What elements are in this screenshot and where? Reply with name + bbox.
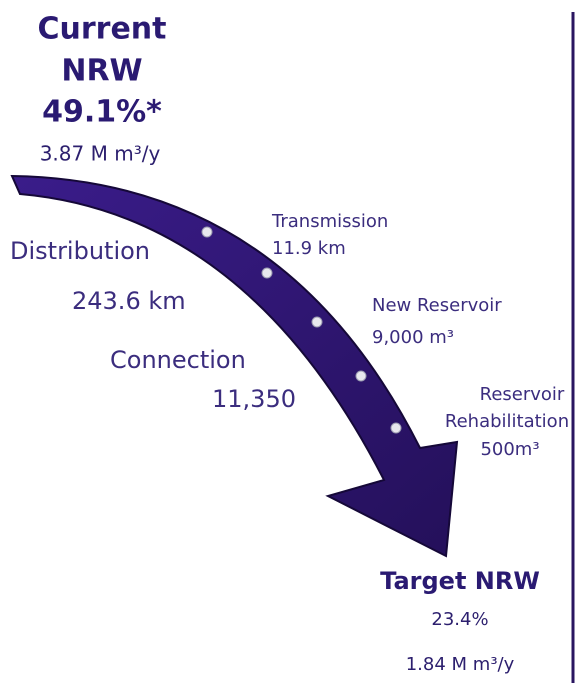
current-title: NRW [61,54,142,89]
label-name: Reservoir [480,384,565,405]
dot [202,227,212,237]
label-name: Transmission [271,211,388,232]
current-value: 49.1%* [42,95,162,130]
target-value: 23.4% [431,609,488,630]
dot [312,317,322,327]
current-title: Current [37,12,166,47]
label-value: 9,000 m³ [372,327,454,348]
target-title: Target NRW [380,567,540,595]
label-value: 11.9 km [272,238,346,259]
dot [262,268,272,278]
label-name: Connection [110,346,246,374]
dot [356,371,366,381]
label-name: Rehabilitation [445,411,569,432]
label-name: Distribution [10,237,150,265]
label-value: 243.6 km [72,287,186,315]
dot [391,423,401,433]
infographic: Current NRW 49.1%* 3.87 M m³/y Distribut… [0,0,580,683]
current-volume: 3.87 M m³/y [40,142,161,166]
label-value: 11,350 [212,385,296,413]
label-name: New Reservoir [372,295,502,316]
target-volume: 1.84 M m³/y [406,654,515,675]
label-value: 500m³ [480,439,539,460]
